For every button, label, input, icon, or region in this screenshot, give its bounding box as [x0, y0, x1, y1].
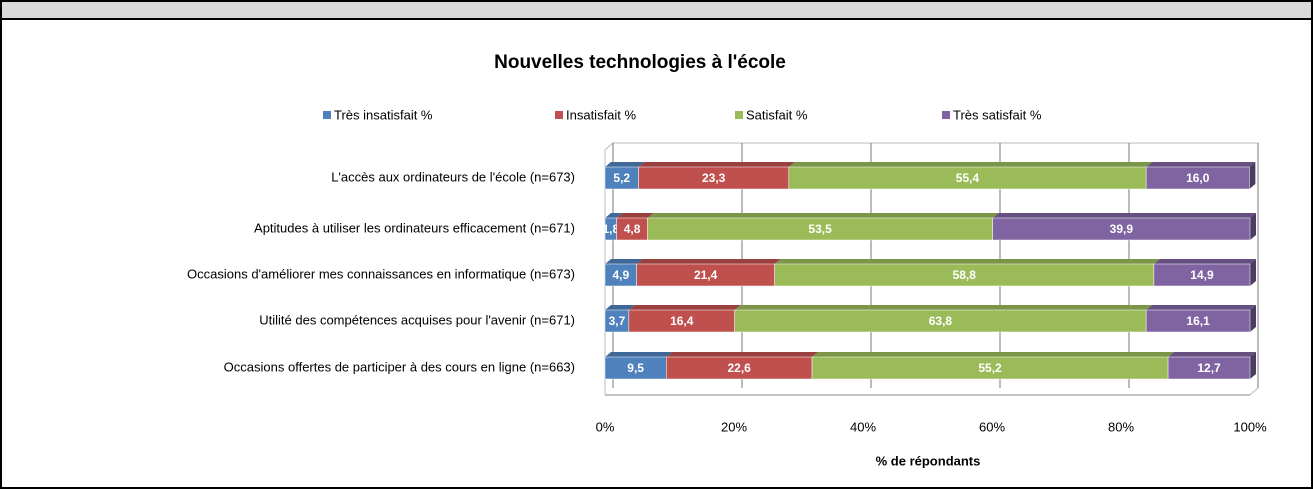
bar-side: [1249, 162, 1256, 189]
x-tick-label: 100%: [1233, 419, 1267, 434]
legend-label: Très insatisfait %: [334, 107, 433, 122]
bar-top: [616, 213, 654, 218]
bar-top: [788, 162, 1153, 167]
data-label: 58,8: [953, 268, 977, 282]
y-tick-label: Occasions offertes de participer à des c…: [224, 359, 575, 374]
legend-swatch: [323, 111, 331, 119]
bar-top: [1146, 162, 1256, 167]
data-label: 1,8: [602, 222, 619, 236]
bar-top: [647, 213, 999, 218]
data-label: 14,9: [1190, 268, 1214, 282]
bar-top: [638, 162, 795, 167]
plot-wall: [604, 142, 1259, 396]
bar-top: [605, 352, 673, 357]
bar: [1167, 356, 1251, 380]
x-tick-label: 80%: [1108, 419, 1134, 434]
data-label: 55,2: [978, 361, 1002, 375]
legend-label: Très satisfait %: [953, 107, 1042, 122]
legend-swatch: [942, 111, 950, 119]
bar-top: [605, 213, 623, 218]
bar: [1145, 166, 1250, 190]
data-label: 12,7: [1197, 361, 1221, 375]
bar-top: [605, 259, 643, 264]
x-tick-label: 60%: [979, 419, 1005, 434]
bar-top: [666, 352, 819, 357]
data-label: 39,9: [1110, 222, 1134, 236]
data-label: 5,2: [613, 171, 630, 185]
data-label: 22,6: [727, 361, 751, 375]
bar-top: [605, 162, 645, 167]
y-tick-label: L'accès aux ordinateurs de l'école (n=67…: [331, 169, 575, 184]
bar-top: [605, 305, 635, 310]
data-label: 23,3: [702, 171, 726, 185]
legend-label: Satisfait %: [746, 107, 808, 122]
bar-side: [1250, 352, 1256, 379]
data-label: 4,9: [612, 268, 629, 282]
header-band: [0, 0, 1313, 20]
data-label: 9,5: [627, 361, 644, 375]
data-label: 55,4: [956, 171, 980, 185]
data-label: 16,0: [1186, 171, 1210, 185]
legend-label: Insatisfait %: [566, 107, 637, 122]
legend-swatch: [735, 111, 743, 119]
x-axis-title: % de répondants: [876, 453, 981, 468]
chart-title: Nouvelles technologies à l'école: [494, 52, 786, 73]
bar: [992, 217, 1251, 241]
bar-top: [734, 305, 1153, 310]
x-tick-label: 0%: [596, 419, 615, 434]
bar-top: [636, 259, 781, 264]
y-tick-label: Utilité des compétences acquises pour l'…: [259, 312, 575, 327]
bar-side: [1250, 305, 1256, 332]
legend-swatch: [555, 111, 563, 119]
data-label: 4,8: [624, 222, 641, 236]
y-tick-label: Aptitudes à utiliser les ordinateurs eff…: [254, 220, 575, 235]
bar: [1145, 309, 1251, 333]
bar-top: [1153, 259, 1256, 264]
data-label: 63,8: [929, 314, 953, 328]
data-label: 21,4: [694, 268, 718, 282]
data-label: 16,1: [1186, 314, 1210, 328]
bar-top: [992, 213, 1256, 218]
bar-side: [1250, 213, 1256, 240]
x-tick-label: 20%: [721, 419, 747, 434]
bar-top: [774, 259, 1160, 264]
data-label: 3,7: [609, 314, 626, 328]
bar-top: [812, 352, 1175, 357]
bar-top: [1168, 352, 1256, 357]
y-tick-label: Occasions d'améliorer mes connaissances …: [187, 266, 575, 281]
x-tick-label: 40%: [850, 419, 876, 434]
bar-top: [1146, 305, 1256, 310]
data-label: 53,5: [808, 222, 832, 236]
bar-side: [1250, 259, 1256, 286]
bar: [1153, 263, 1251, 287]
data-label: 16,4: [670, 314, 694, 328]
bar-top: [628, 305, 741, 310]
